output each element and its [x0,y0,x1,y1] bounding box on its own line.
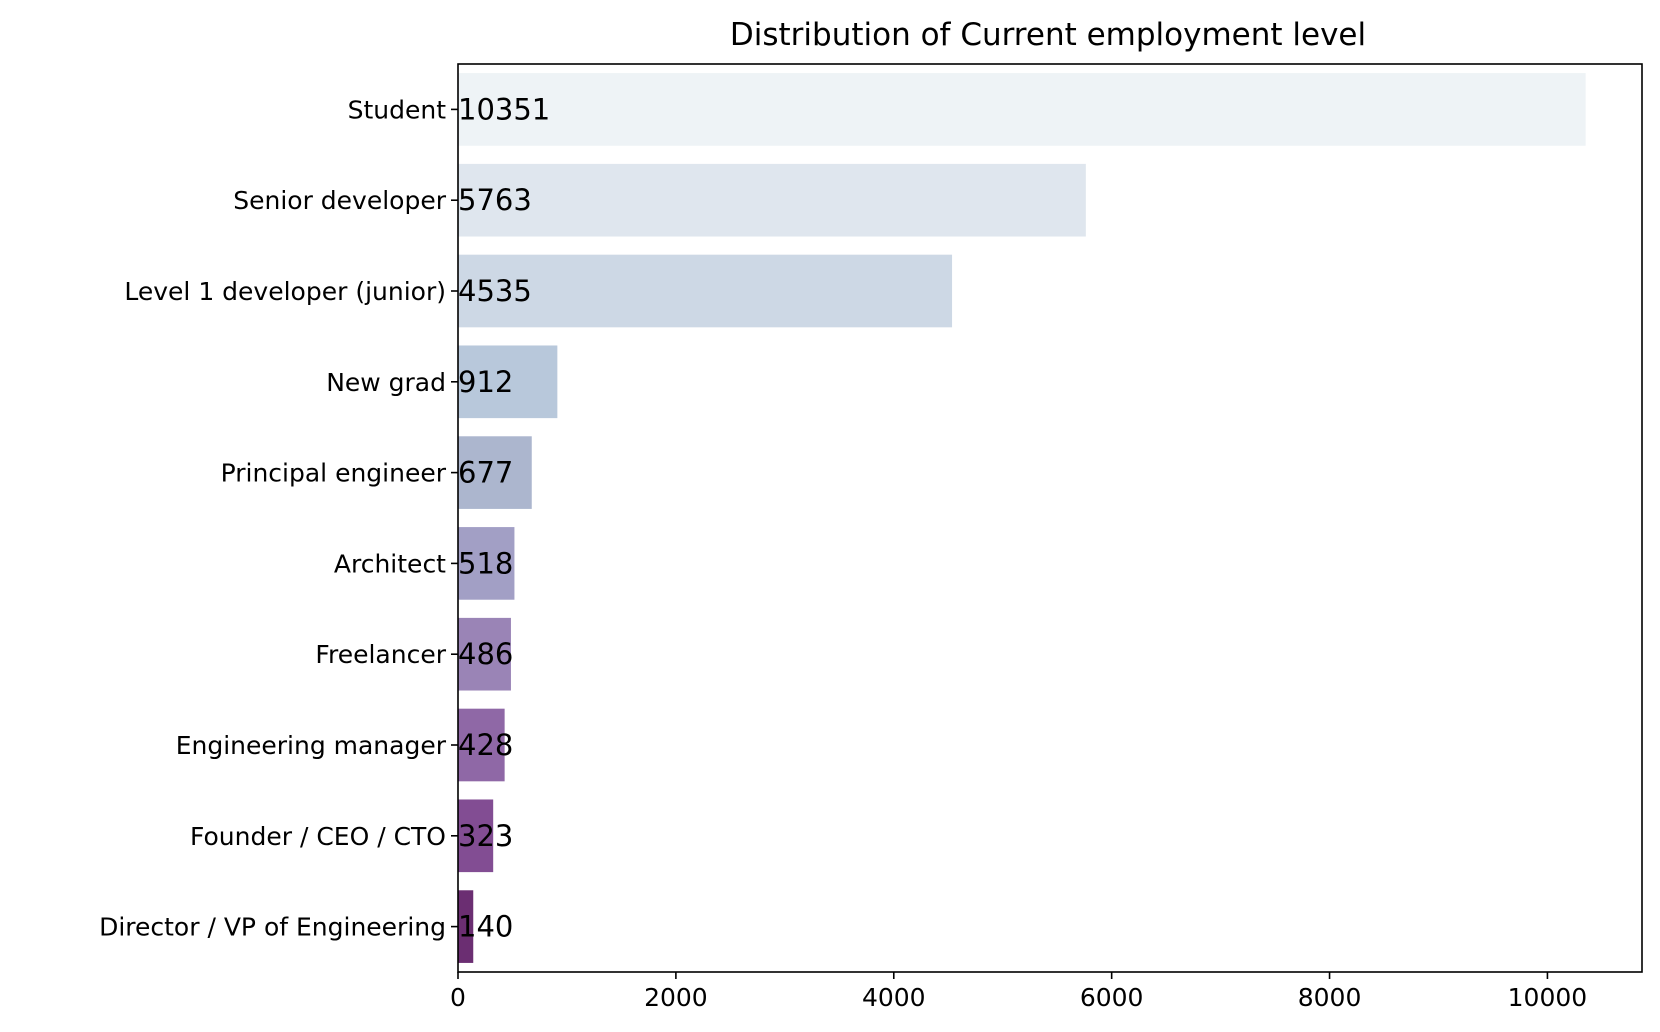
x-tick-label: 6000 [1080,983,1144,1012]
bar-value-label: 486 [458,637,513,671]
bar-value-label: 912 [458,365,513,399]
x-tick-label: 10000 [1508,983,1588,1012]
bar [458,436,532,509]
bar-value-label: 140 [458,910,513,944]
bar [458,345,558,419]
category-label: Principal engineer [221,459,447,488]
bar [458,527,515,600]
category-label: Student [348,95,447,124]
bar-value-label: 677 [458,456,513,490]
plot-frame [457,63,1643,973]
category-label: Engineering manager [176,731,447,760]
category-labels: Student Senior developer Level 1 developer… [99,95,458,942]
category-label: Freelancer [315,640,446,669]
category-label: Level 1 developer (junior) [124,277,446,306]
x-tick-label: 8000 [1298,983,1362,1012]
bar-value-label: 428 [458,728,513,762]
bars-group [458,73,1586,963]
category-label: Senior developer [233,186,446,215]
bar-value-label: 518 [458,546,513,580]
x-tick-label: 4000 [862,983,926,1012]
category-label: New grad [326,368,446,397]
bar [458,163,1086,237]
x-axis: 0 2000 4000 6000 8000 10000 [450,972,1587,1012]
bar [458,890,474,963]
category-label: Founder / CEO / CTO [190,822,446,851]
bar-value-label: 5763 [458,183,532,217]
bar [458,73,1586,146]
bar-value-label: 323 [458,819,513,853]
chart-title: Distribution of Current employment level [730,17,1366,53]
category-label: Architect [334,549,446,578]
bar [458,254,953,328]
bar [458,617,511,691]
x-tick-label: 0 [450,983,466,1012]
x-tick-label: 2000 [644,983,708,1012]
bar-value-labels: 10351 5763 4535 912 677 518 486 428 323 140 [458,92,550,943]
bar [458,799,494,873]
category-label: Director / VP of Engineering [99,913,446,942]
bar-value-label: 10351 [458,92,550,126]
bar-value-label: 4535 [458,274,532,308]
bar [458,708,505,782]
